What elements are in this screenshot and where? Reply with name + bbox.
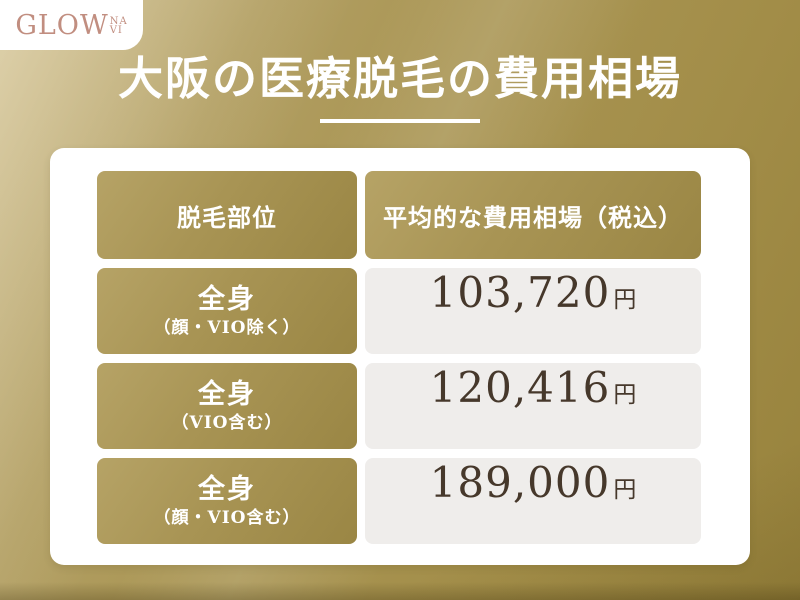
part-label: 全身 [198, 284, 256, 316]
price-unit: 円 [613, 382, 637, 408]
price-cell-row-1: 103,720 円 [365, 268, 701, 354]
col-header-part: 脱毛部位 [97, 171, 357, 259]
price-table: 脱毛部位 平均的な費用相場（税込） 全身 （顔・VIO除く） 103,720 円… [97, 171, 701, 544]
brand-logo-text: GLOW [15, 9, 109, 41]
part-cell-row-3: 全身 （顔・VIO含む） [97, 458, 357, 544]
price-value: 189,000 [429, 458, 611, 507]
col-header-price: 平均的な費用相場（税込） [365, 171, 701, 259]
part-cell-row-1: 全身 （顔・VIO除く） [97, 268, 357, 354]
brand-logo-sub: NA VI [109, 15, 128, 36]
page-title: 大阪の医療脱毛の費用相場 [117, 52, 682, 105]
price-unit: 円 [613, 287, 637, 313]
part-label: 全身 [198, 474, 256, 506]
price-cell-row-3: 189,000 円 [365, 458, 701, 544]
price-unit: 円 [613, 477, 637, 503]
brand-logo-sub-bottom: VI [109, 25, 123, 36]
price-cell-row-2: 120,416 円 [365, 363, 701, 449]
title-underline [320, 119, 480, 123]
table-card: 脱毛部位 平均的な費用相場（税込） 全身 （顔・VIO除く） 103,720 円… [50, 148, 750, 565]
price-value: 103,720 [429, 268, 611, 317]
brand-logo-sub-top: NA [109, 15, 128, 27]
part-cell-row-2: 全身 （VIO含む） [97, 363, 357, 449]
part-note: （VIO含む） [171, 412, 283, 433]
part-label: 全身 [198, 379, 256, 411]
brand-logo-card: GLOW NA VI [0, 0, 143, 50]
part-note: （顔・VIO除く） [153, 317, 301, 338]
part-note: （顔・VIO含む） [153, 507, 301, 528]
price-value: 120,416 [429, 363, 611, 412]
